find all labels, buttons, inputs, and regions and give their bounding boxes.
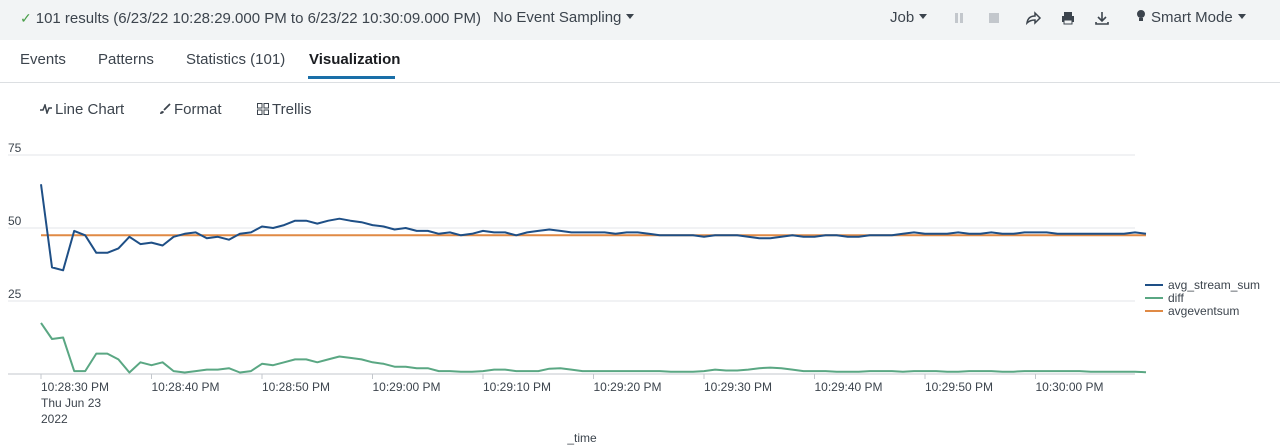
chevron-down-icon bbox=[1237, 13, 1246, 19]
chart-type-button[interactable]: Line Chart bbox=[40, 100, 124, 120]
x-tick-label: 10:28:40 PM bbox=[152, 380, 220, 394]
search-mode-dropdown[interactable]: Smart Mode bbox=[1135, 0, 1246, 36]
checkmark-icon: ✓ bbox=[20, 10, 32, 26]
x-tick-label: 10:29:40 PM bbox=[815, 380, 883, 394]
active-tab-indicator bbox=[308, 76, 395, 79]
series-line-diff bbox=[40, 322, 1147, 374]
stop-icon[interactable] bbox=[985, 9, 1003, 27]
x-tick-label: 10:29:20 PM bbox=[594, 380, 662, 394]
chevron-down-icon bbox=[919, 13, 928, 19]
search-status-bar: ✓ 101 results (6/23/22 10:28:29.000 PM to… bbox=[0, 0, 1280, 40]
results-tabs: Events Patterns Statistics (101) Visuali… bbox=[0, 40, 1280, 83]
chart-type-label: Line Chart bbox=[55, 101, 125, 118]
grid-icon bbox=[257, 103, 269, 116]
y-tick-label: 25 bbox=[8, 287, 22, 301]
legend-label-avgeventsum: avgeventsum bbox=[1168, 304, 1239, 318]
format-label: Format bbox=[174, 101, 222, 118]
format-button[interactable]: Format bbox=[159, 100, 222, 120]
y-tick-label: 50 bbox=[8, 214, 22, 228]
tab-visualization[interactable]: Visualization bbox=[309, 51, 401, 68]
y-tick-label: 75 bbox=[8, 141, 22, 155]
x-tick-label: 10:29:50 PM bbox=[925, 380, 993, 394]
x-axis-label: _time bbox=[566, 431, 597, 445]
lightbulb-icon bbox=[1137, 10, 1145, 22]
x-tick-sublabel: Thu Jun 23 bbox=[41, 396, 101, 410]
x-tick-label: 10:28:30 PM bbox=[41, 380, 109, 394]
x-tick-sublabel: 2022 bbox=[41, 412, 68, 426]
job-label: Job bbox=[890, 9, 915, 26]
print-icon[interactable] bbox=[1059, 9, 1077, 27]
tab-statistics[interactable]: Statistics (101) bbox=[186, 51, 286, 68]
results-summary: ✓ 101 results (6/23/22 10:28:29.000 PM to… bbox=[20, 0, 481, 36]
x-tick-label: 10:29:30 PM bbox=[704, 380, 772, 394]
x-tick-label: 10:28:50 PM bbox=[262, 380, 330, 394]
tab-events[interactable]: Events bbox=[20, 51, 66, 68]
job-menu-button[interactable]: Job bbox=[890, 0, 928, 36]
trellis-label: Trellis bbox=[272, 101, 312, 118]
event-sampling-dropdown[interactable]: No Event Sampling bbox=[493, 0, 635, 36]
line-chart-icon bbox=[40, 102, 52, 116]
share-icon[interactable] bbox=[1024, 9, 1042, 27]
x-tick-label: 10:29:10 PM bbox=[483, 380, 551, 394]
series-line-avg-stream-sum bbox=[40, 184, 1147, 272]
x-tick-label: 10:29:00 PM bbox=[373, 380, 441, 394]
results-text: 101 results (6/23/22 10:28:29.000 PM to … bbox=[35, 10, 482, 27]
download-icon[interactable] bbox=[1093, 9, 1111, 27]
legend-label-diff: diff bbox=[1168, 291, 1184, 305]
x-tick-label: 10:30:00 PM bbox=[1036, 380, 1104, 394]
search-mode-label: Smart Mode bbox=[1151, 9, 1233, 26]
brush-icon bbox=[160, 103, 171, 115]
tab-patterns[interactable]: Patterns bbox=[98, 51, 154, 68]
event-sampling-label: No Event Sampling bbox=[493, 9, 622, 26]
legend-label-avg-stream-sum: avg_stream_sum bbox=[1168, 278, 1260, 292]
pause-icon[interactable] bbox=[950, 9, 968, 27]
line-chart: 75 50 25 10:28:30 PM 10:28:40 PM 10:28:50 PM… bbox=[8, 141, 1260, 445]
trellis-button[interactable]: Trellis bbox=[257, 100, 311, 120]
chevron-down-icon bbox=[626, 13, 635, 19]
